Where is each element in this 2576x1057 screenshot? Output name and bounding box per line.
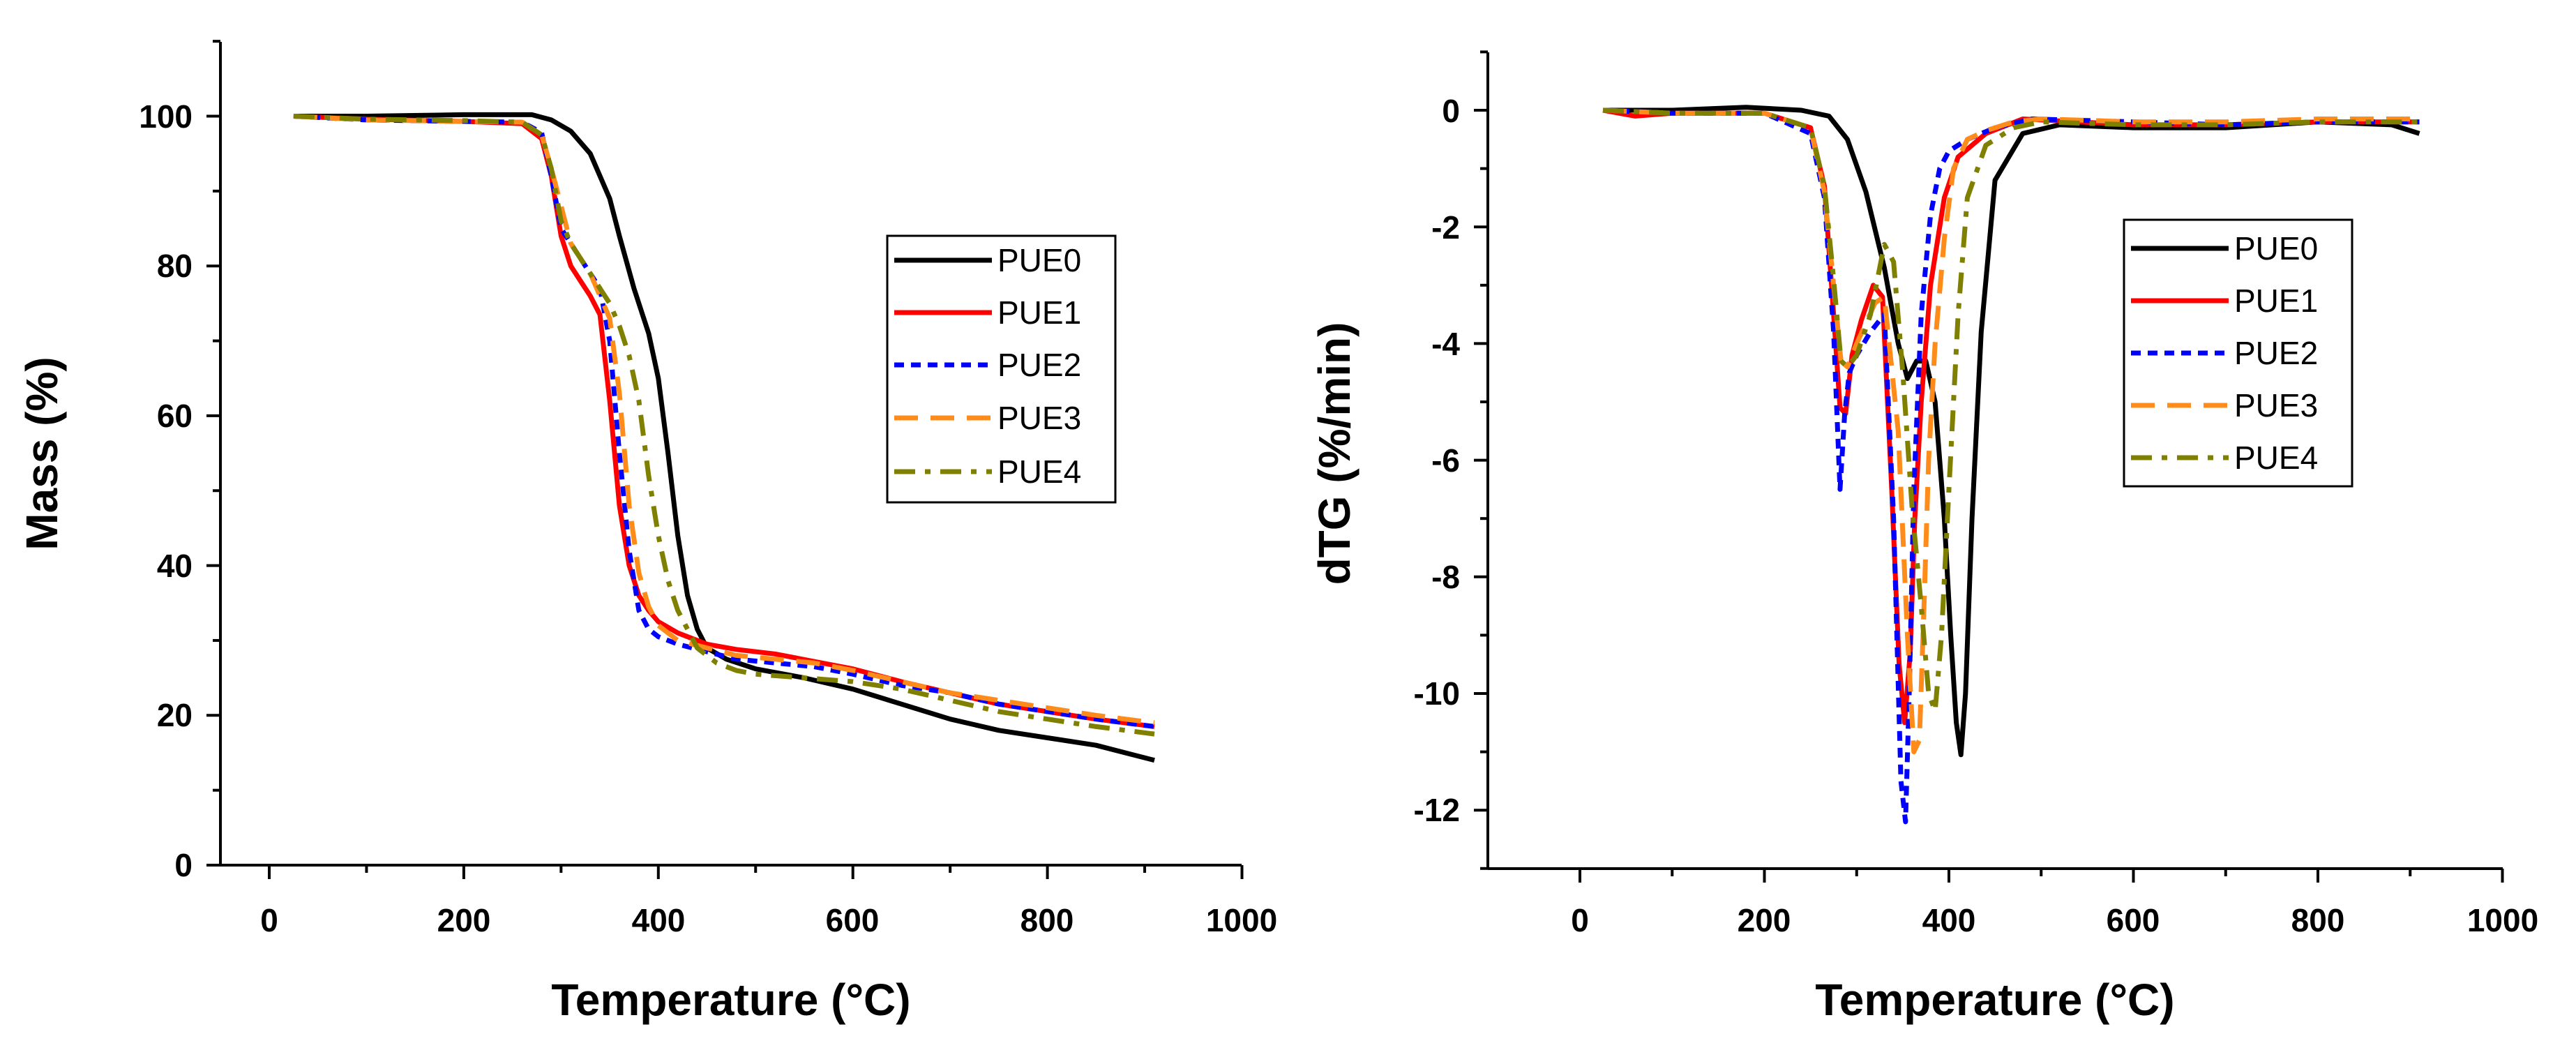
dtg-y-axis-title: dTG (%/min) — [1309, 322, 1359, 585]
mass-ytick-label: 100 — [139, 98, 193, 135]
mass-xtick-label: 400 — [632, 902, 686, 938]
dtg-ytick-label: 0 — [1442, 93, 1460, 129]
dtg-ytick-label: -4 — [1431, 326, 1460, 362]
mass-xtick-label: 200 — [437, 902, 491, 938]
mass-ytick-label: 60 — [157, 398, 193, 434]
mass-xtick-label: 0 — [260, 902, 278, 938]
dtg-xtick-label: 0 — [1571, 902, 1589, 938]
mass-legend-label: PUE0 — [997, 242, 1081, 278]
dtg-ytick-label: -8 — [1431, 559, 1460, 595]
mass-y-axis-title: Mass (%) — [17, 357, 67, 550]
dtg-ytick-label: -6 — [1431, 442, 1460, 479]
mass-series-pue4 — [293, 114, 1155, 737]
mass-legend-label: PUE3 — [997, 400, 1081, 436]
mass-xtick-label: 800 — [1020, 902, 1074, 938]
mass-ytick-label: 40 — [157, 548, 193, 584]
mass-ytick-label: 80 — [157, 248, 193, 284]
dtg-series-layer — [1602, 105, 2420, 825]
mass-xtick-label: 1000 — [1206, 902, 1277, 938]
dtg-series-pue3 — [1602, 107, 2420, 755]
dtg-xtick-label: 800 — [2291, 902, 2345, 938]
mass-plot-area — [219, 42, 1242, 867]
mass-legend-label: PUE4 — [997, 453, 1081, 490]
dtg-series-pue2 — [1602, 107, 2420, 825]
dtg-xtick-label: 400 — [1922, 902, 1976, 938]
mass-ytick-label: 0 — [174, 847, 193, 883]
dtg-legend-frame — [2123, 218, 2353, 488]
dtg-xtick-label: 600 — [2107, 902, 2160, 938]
mass-ticks-layer — [206, 40, 1244, 879]
mass-legend-label: PUE2 — [997, 347, 1081, 383]
dtg-ytick-label: -2 — [1431, 209, 1460, 246]
mass-xtick-label: 600 — [826, 902, 880, 938]
mass-series-layer — [293, 112, 1155, 763]
dtg-legend-label: PUE3 — [2234, 387, 2318, 423]
dtg-series-pue4 — [1602, 107, 2420, 714]
dtg-xtick-label: 1000 — [2467, 902, 2538, 938]
dtg-x-axis-title: Temperature (°C) — [1815, 975, 2174, 1025]
dtg-ticks-layer — [1474, 50, 2504, 883]
dtg-legend-label: PUE4 — [2234, 440, 2318, 476]
chart-mass: 0 200 400 600 800 1000 0 20 40 60 80 100… — [17, 40, 1277, 1025]
dtg-series-pue0 — [1603, 105, 2420, 758]
mass-x-axis-title: Temperature (°C) — [551, 975, 910, 1025]
dtg-xtick-label: 200 — [1738, 902, 1791, 938]
dtg-plot-area — [1486, 52, 2503, 870]
mass-legend: PUE0 PUE1 PUE2 PUE3 PUE4 — [886, 234, 1117, 504]
dtg-legend-label: PUE2 — [2234, 335, 2318, 371]
mass-series-pue0 — [293, 112, 1155, 763]
dtg-legend-label: PUE0 — [2234, 230, 2318, 267]
mass-series-pue2 — [293, 114, 1155, 729]
dtg-ytick-label: -10 — [1414, 675, 1460, 712]
mass-ytick-label: 20 — [157, 697, 193, 733]
chart-dtg: 0 200 400 600 800 1000 0 -2 -4 -6 -8 -10… — [1309, 50, 2538, 1025]
mass-legend-label: PUE1 — [997, 294, 1081, 331]
dtg-legend-label: PUE1 — [2234, 283, 2318, 319]
mass-legend-frame — [886, 234, 1117, 504]
dtg-legend: PUE0 PUE1 PUE2 PUE3 PUE4 — [2123, 218, 2353, 488]
dtg-ytick-label: -12 — [1414, 792, 1460, 828]
